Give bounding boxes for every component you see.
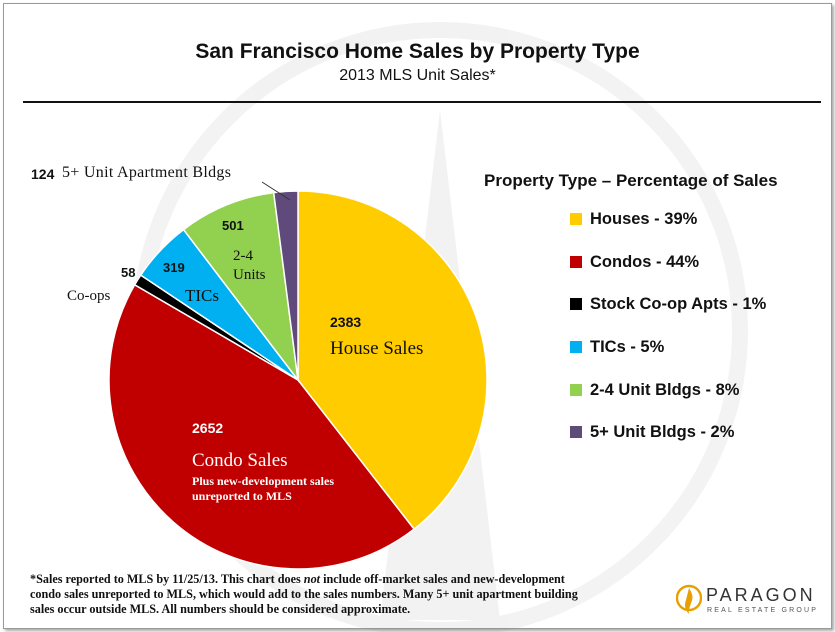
data-label-condos-count: 2652 bbox=[192, 420, 224, 436]
pie-slice-houses bbox=[297, 190, 488, 531]
legend-label: 5+ Unit Bldgs - 2% bbox=[590, 423, 735, 441]
footnote-rest: include off-market sales and new-develop… bbox=[30, 572, 578, 616]
legend-item-two-four: 2-4 Unit Bldgs - 8% bbox=[570, 379, 739, 401]
legend-label: Stock Co-op Apts - 1% bbox=[590, 295, 767, 313]
footnote-prefix: *Sales reported to MLS by 11/25/13. This… bbox=[30, 572, 304, 586]
pie-slice-two-four bbox=[182, 191, 300, 383]
legend-swatch bbox=[570, 340, 582, 353]
legend-swatch bbox=[570, 297, 582, 310]
data-label-condos-note: Plus new-development sales unreported to… bbox=[192, 474, 334, 503]
data-label-two-four-count: 501 bbox=[222, 218, 244, 233]
pie-slice-condos bbox=[108, 283, 416, 570]
data-label-houses-name: House Sales bbox=[330, 338, 424, 359]
pie-slice-five-plus bbox=[272, 190, 299, 381]
legend-swatch bbox=[570, 425, 582, 438]
data-label-two-four-name: 2-4 Units bbox=[233, 248, 266, 283]
legend-label: 2-4 Unit Bldgs - 8% bbox=[590, 381, 740, 399]
data-label-coops-name: Co-ops bbox=[67, 288, 111, 304]
legend-title: Property Type – Percentage of Sales bbox=[484, 171, 778, 190]
legend-item-tics: TICs - 5% bbox=[570, 336, 664, 358]
legend-swatch bbox=[570, 383, 582, 396]
legend-item-coops: Stock Co-op Apts - 1% bbox=[570, 293, 766, 315]
footnote: *Sales reported to MLS by 11/25/13. This… bbox=[30, 572, 590, 617]
flame-icon bbox=[676, 584, 702, 614]
leader-line-five-plus bbox=[261, 181, 291, 201]
title-divider bbox=[23, 101, 821, 103]
footnote-emphasis: not bbox=[303, 572, 321, 586]
data-label-condos-name: Condo Sales bbox=[192, 450, 288, 471]
data-label-five-plus-count: 124 bbox=[31, 166, 55, 182]
legend-item-condos: Condos - 44% bbox=[570, 251, 699, 273]
legend-item-five-plus: 5+ Unit Bldgs - 2% bbox=[570, 421, 734, 443]
chart-title: San Francisco Home Sales by Property Typ… bbox=[195, 40, 640, 63]
legend-item-houses: Houses - 39% bbox=[570, 208, 697, 230]
logo-wordmark: PARAGON bbox=[706, 585, 816, 605]
logo-tagline: REAL ESTATE GROUP bbox=[707, 607, 819, 614]
data-label-five-plus-name: 5+ Unit Apartment Bldgs bbox=[62, 164, 232, 181]
chart-subtitle: 2013 MLS Unit Sales* bbox=[339, 67, 496, 84]
data-label-coops-count: 58 bbox=[121, 265, 136, 280]
legend-swatch bbox=[570, 212, 582, 225]
legend-label: Houses - 39% bbox=[590, 210, 698, 228]
data-label-tics-name: TICs bbox=[185, 286, 219, 305]
data-label-tics-count: 319 bbox=[163, 260, 185, 275]
legend-label: TICs - 5% bbox=[590, 338, 665, 356]
data-label-houses-count: 2383 bbox=[330, 314, 362, 330]
legend-swatch bbox=[570, 255, 582, 268]
legend-label: Condos - 44% bbox=[590, 253, 700, 271]
